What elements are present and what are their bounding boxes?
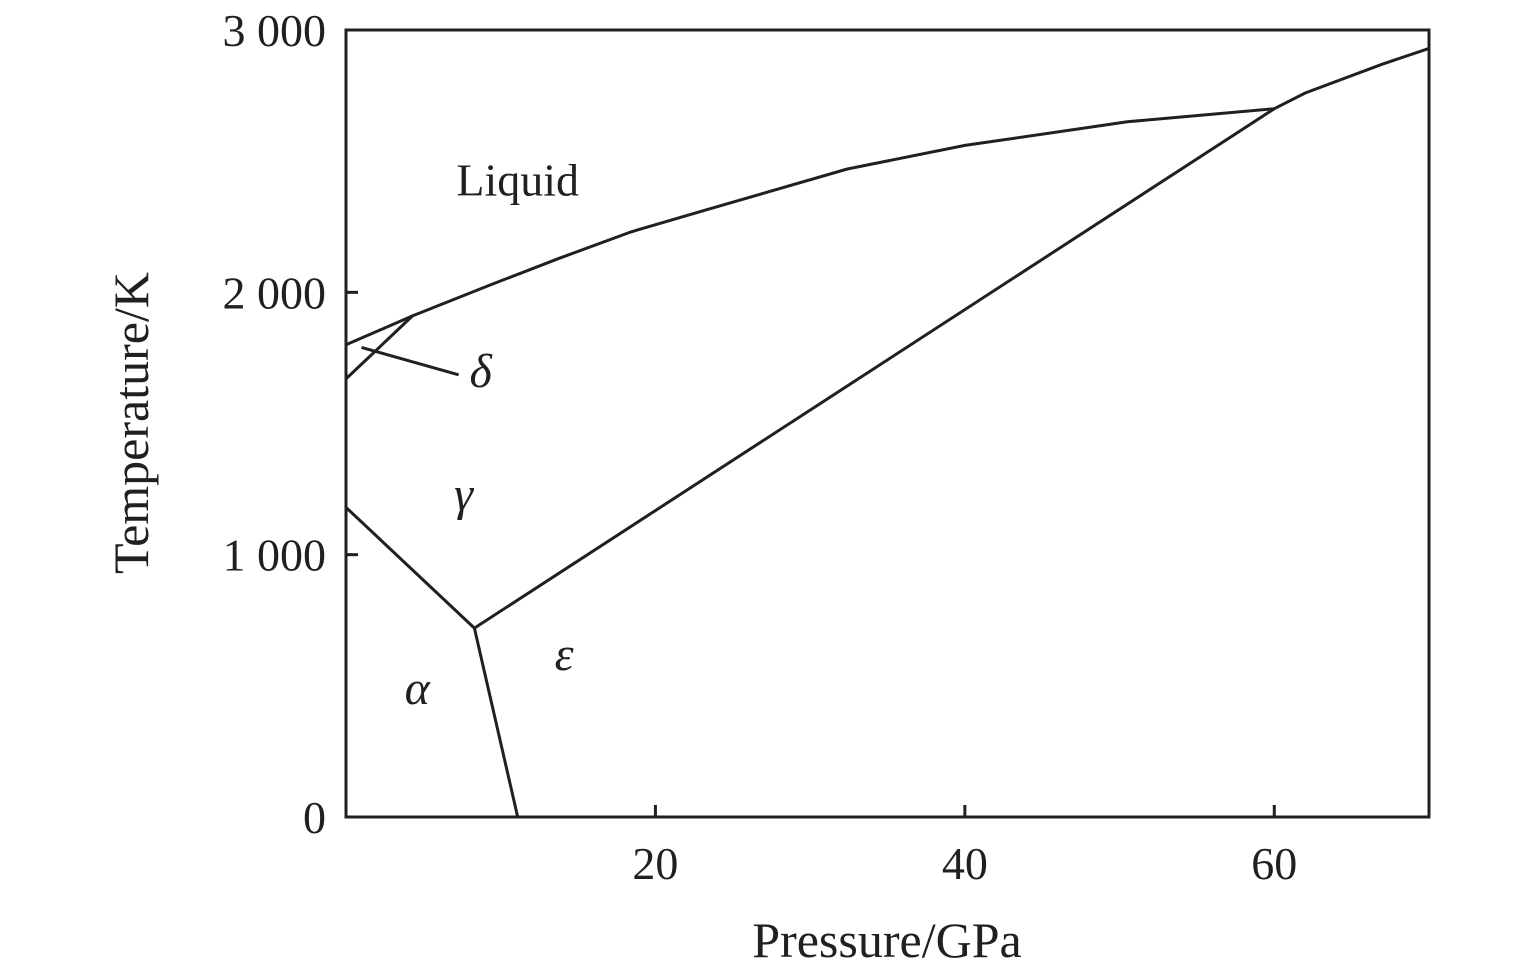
- region-label: Liquid: [456, 154, 579, 205]
- y-tick-label: 0: [303, 792, 326, 843]
- y-tick-label: 2 000: [223, 267, 327, 318]
- y-axis-label: Temperature/K: [103, 272, 159, 574]
- region-label: δ: [469, 345, 492, 398]
- x-tick-label: 40: [942, 838, 988, 889]
- phase-boundary-line: [344, 506, 476, 630]
- x-tick-label: 20: [632, 838, 678, 889]
- phase-boundary-line: [472, 627, 520, 818]
- axis-ticks: 20 40 60 0 1 000 2 000 3 000: [223, 5, 1298, 889]
- x-tick-label: 60: [1251, 838, 1297, 889]
- x-axis-label: Pressure/GPa: [752, 912, 1021, 968]
- phase-boundary-line: [344, 314, 414, 380]
- region-label: ε: [555, 628, 574, 681]
- y-tick-label: 3 000: [223, 5, 327, 56]
- region-labels: Liquid δ γ α ε: [405, 154, 580, 715]
- plot-frame: [344, 28, 1431, 819]
- region-label: α: [405, 662, 431, 715]
- y-tick-label: 1 000: [223, 530, 327, 581]
- phase-boundaries: [344, 46, 1430, 818]
- phase-boundary-line: [345, 46, 1430, 347]
- phase-boundary-line: [473, 107, 1276, 630]
- region-label: γ: [454, 468, 474, 521]
- label-pointers: [361, 345, 460, 377]
- label-pointer-line: [361, 345, 460, 377]
